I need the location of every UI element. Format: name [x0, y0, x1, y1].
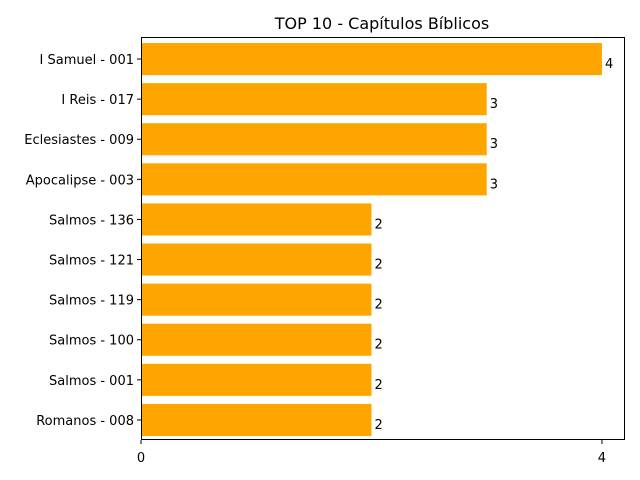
data-label: 2 — [374, 217, 382, 232]
bar — [142, 243, 372, 276]
bars-group — [142, 43, 602, 436]
bar — [142, 283, 372, 316]
bar — [142, 403, 372, 436]
chart-title: TOP 10 - Capítulos Bíblicos — [274, 14, 489, 33]
y-tick-label: Salmos - 136 — [49, 213, 134, 228]
y-axis: I Samuel - 001 I Reis - 017 Eclesiastes - … — [24, 53, 141, 429]
data-label: 2 — [374, 338, 382, 353]
y-tick-label: I Reis - 017 — [61, 93, 134, 108]
y-tick-label: Salmos - 001 — [49, 374, 134, 389]
data-labels-group: 4 3 3 3 2 2 2 2 2 2 — [374, 57, 613, 433]
data-label: 3 — [490, 177, 498, 192]
x-tick-label: 0 — [137, 451, 145, 466]
y-tick-label: Salmos - 100 — [49, 334, 134, 349]
data-label: 2 — [374, 378, 382, 393]
bar — [142, 123, 487, 156]
data-label: 2 — [374, 418, 382, 433]
data-label: 4 — [605, 57, 613, 72]
y-tick-label: Salmos - 119 — [49, 294, 134, 309]
data-label: 3 — [490, 97, 498, 112]
bar — [142, 363, 372, 396]
bar — [142, 43, 602, 76]
bar — [142, 203, 372, 236]
y-tick-label: I Samuel - 001 — [40, 53, 134, 68]
data-label: 2 — [374, 298, 382, 313]
data-label: 2 — [374, 258, 382, 273]
bar — [142, 163, 487, 196]
x-tick-label: 4 — [598, 451, 606, 466]
y-tick-label: Romanos - 008 — [36, 414, 134, 429]
plot-area-frame — [141, 37, 625, 440]
y-tick-label: Apocalipse - 003 — [26, 173, 134, 188]
bar — [142, 323, 372, 356]
bar — [142, 83, 487, 116]
data-label: 3 — [490, 137, 498, 152]
y-tick-label: Eclesiastes - 009 — [24, 133, 134, 148]
y-tick-label: Salmos - 121 — [49, 254, 134, 269]
